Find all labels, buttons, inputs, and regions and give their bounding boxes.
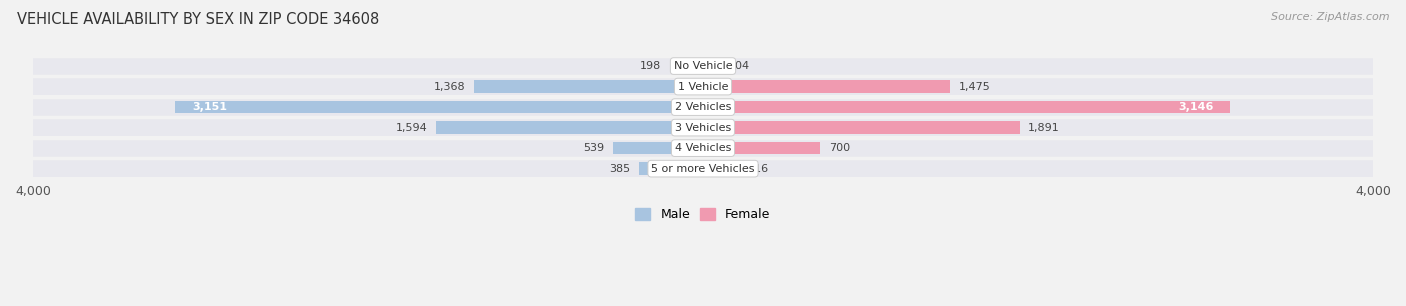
Text: 385: 385 bbox=[609, 164, 630, 174]
Text: 104: 104 bbox=[728, 61, 749, 71]
Bar bbox=[32, 98, 1374, 116]
Text: 700: 700 bbox=[828, 143, 849, 153]
Text: 1 Vehicle: 1 Vehicle bbox=[678, 82, 728, 91]
Text: VEHICLE AVAILABILITY BY SEX IN ZIP CODE 34608: VEHICLE AVAILABILITY BY SEX IN ZIP CODE … bbox=[17, 12, 380, 27]
Bar bbox=[32, 78, 1374, 95]
Text: 1,594: 1,594 bbox=[396, 123, 427, 132]
Bar bbox=[32, 160, 1374, 177]
Text: 198: 198 bbox=[640, 61, 661, 71]
Text: Source: ZipAtlas.com: Source: ZipAtlas.com bbox=[1271, 12, 1389, 22]
Bar bbox=[474, 80, 703, 93]
Bar bbox=[613, 142, 703, 155]
Bar bbox=[703, 101, 1230, 114]
Bar bbox=[703, 121, 1019, 134]
Text: 1,891: 1,891 bbox=[1028, 123, 1060, 132]
Text: 3,151: 3,151 bbox=[191, 102, 226, 112]
Text: 3 Vehicles: 3 Vehicles bbox=[675, 123, 731, 132]
Text: 1,475: 1,475 bbox=[959, 82, 990, 91]
Text: 539: 539 bbox=[583, 143, 605, 153]
Bar bbox=[638, 162, 703, 175]
Bar bbox=[436, 121, 703, 134]
Bar bbox=[32, 140, 1374, 157]
Bar bbox=[176, 101, 703, 114]
Bar bbox=[703, 142, 820, 155]
Bar bbox=[703, 60, 720, 73]
Bar bbox=[32, 119, 1374, 136]
Text: 1,368: 1,368 bbox=[434, 82, 465, 91]
Bar bbox=[703, 162, 740, 175]
Text: 5 or more Vehicles: 5 or more Vehicles bbox=[651, 164, 755, 174]
Text: 216: 216 bbox=[748, 164, 769, 174]
Text: 2 Vehicles: 2 Vehicles bbox=[675, 102, 731, 112]
Bar bbox=[32, 57, 1374, 75]
Text: 3,146: 3,146 bbox=[1178, 102, 1213, 112]
Text: 4 Vehicles: 4 Vehicles bbox=[675, 143, 731, 153]
Bar bbox=[703, 80, 950, 93]
Text: No Vehicle: No Vehicle bbox=[673, 61, 733, 71]
Legend: Male, Female: Male, Female bbox=[630, 203, 776, 226]
Bar bbox=[669, 60, 703, 73]
